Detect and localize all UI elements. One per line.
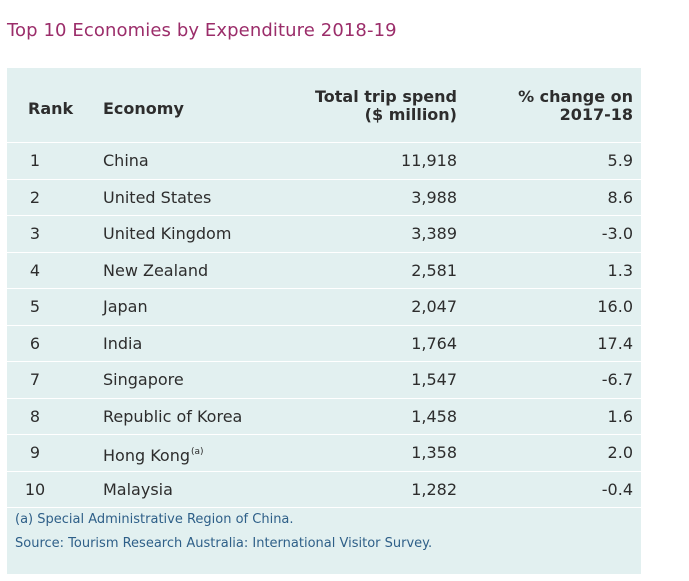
rank-cell: 2: [29, 187, 41, 207]
spend-cell: 2,047: [411, 297, 457, 316]
pct-change-cell: 1.3: [607, 260, 633, 280]
economy-cell: Japan: [103, 289, 148, 325]
footnote-a: (a) Special Administrative Region of Chi…: [15, 512, 294, 527]
spend-cell: 1,282: [411, 479, 457, 499]
economy-cell: United Kingdom: [103, 216, 231, 252]
table-row: 6 India 1,764 17.4: [7, 324, 641, 362]
table-panel: Rank Economy Total trip spend ($ million…: [7, 68, 641, 574]
economy-name: New Zealand: [103, 260, 209, 280]
economy-name: Republic of Korea: [103, 406, 243, 426]
footnote-marker: (a): [190, 447, 204, 457]
header-spend-line1: Total trip spend: [315, 87, 457, 106]
economy-name: India: [103, 333, 143, 353]
table-row: 8 Republic of Korea 1,458 1.6: [7, 397, 641, 435]
rank-cell: 9: [29, 443, 41, 462]
header-rank: Rank: [28, 99, 74, 118]
spend-cell: 2,581: [411, 260, 457, 280]
table-row: 9 Hong Kong(a) 1,358 2.0: [7, 434, 641, 471]
economy-cell: Hong Kong(a): [103, 435, 204, 474]
table-row: 7 Singapore 1,547 -6.7: [7, 361, 641, 398]
pct-change-cell: -0.4: [601, 479, 633, 499]
header-pct-line1: % change on: [518, 87, 633, 106]
rank-cell: 10: [24, 479, 46, 499]
pct-change-cell: -6.7: [601, 370, 633, 389]
table-body: 1 China 11,918 5.9 2 United States 3,988…: [7, 142, 641, 508]
rank-cell: 1: [29, 151, 41, 170]
footnotes: (a) Special Administrative Region of Chi…: [15, 508, 432, 556]
pct-change-cell: 1.6: [607, 406, 633, 426]
economy-name: China: [103, 151, 149, 170]
spend-cell: 1,458: [411, 406, 457, 426]
economy-name: Singapore: [103, 370, 184, 389]
economy-cell: New Zealand: [103, 253, 208, 289]
economy-name: Japan: [103, 297, 148, 316]
pct-change-cell: -3.0: [601, 224, 633, 243]
economy-cell: Republic of Korea: [103, 399, 242, 435]
table-row: 10 Malaysia 1,282 -0.4: [7, 470, 641, 508]
table-row: 3 United Kingdom 3,389 -3.0: [7, 215, 641, 252]
pct-change-cell: 2.0: [607, 443, 633, 462]
header-spend-line2: ($ million): [364, 105, 457, 124]
economy-cell: Malaysia: [103, 472, 173, 508]
pct-change-cell: 16.0: [597, 297, 633, 316]
header-total-trip-spend: Total trip spend ($ million): [315, 88, 457, 124]
table-row: 4 New Zealand 2,581 1.3: [7, 251, 641, 289]
economy-name: United Kingdom: [103, 224, 232, 243]
pct-change-cell: 17.4: [597, 333, 633, 353]
spend-cell: 3,389: [411, 224, 457, 243]
economy-cell: Singapore: [103, 362, 184, 398]
pct-change-cell: 5.9: [607, 151, 633, 170]
table-row: 2 United States 3,988 8.6: [7, 178, 641, 216]
pct-change-cell: 8.6: [607, 187, 633, 207]
economy-cell: United States: [103, 180, 211, 216]
economy-cell: India: [103, 326, 142, 362]
header-percent-change: % change on 2017-18: [518, 88, 633, 124]
header-economy: Economy: [103, 99, 184, 118]
spend-cell: 3,988: [411, 187, 457, 207]
rank-cell: 4: [29, 260, 41, 280]
rank-cell: 7: [29, 370, 41, 389]
rank-cell: 8: [29, 406, 41, 426]
table-row: 5 Japan 2,047 16.0: [7, 288, 641, 325]
table-row: 1 China 11,918 5.9: [7, 142, 641, 179]
page-title: Top 10 Economies by Expenditure 2018-19: [7, 20, 397, 41]
source-note: Source: Tourism Research Australia: Inte…: [15, 536, 433, 551]
header-pct-line2: 2017-18: [559, 105, 633, 124]
spend-cell: 1,547: [411, 370, 457, 389]
rank-cell: 5: [29, 297, 41, 316]
rank-cell: 6: [29, 333, 41, 353]
spend-cell: 1,358: [411, 443, 457, 462]
spend-cell: 1,764: [411, 333, 457, 353]
economy-cell: China: [103, 143, 149, 179]
economy-name: United States: [103, 187, 212, 207]
economy-name: Hong Kong: [103, 446, 190, 465]
spend-cell: 11,918: [401, 151, 457, 170]
rank-cell: 3: [29, 224, 41, 243]
economy-name: Malaysia: [103, 479, 173, 499]
